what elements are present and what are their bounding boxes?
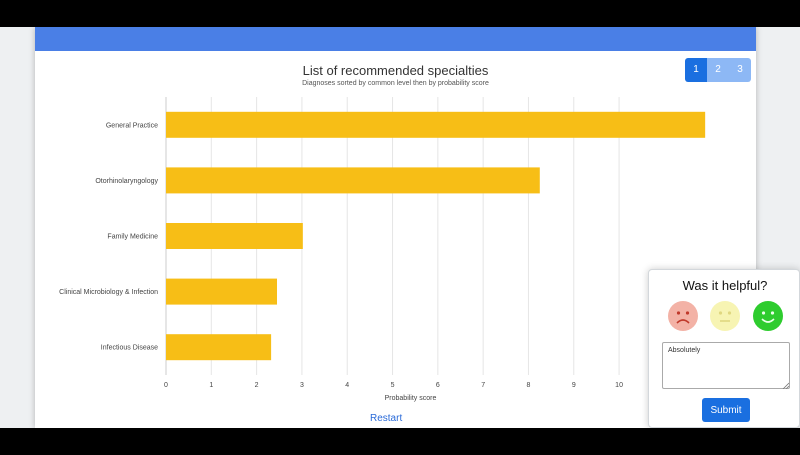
x-tick-label: 8 bbox=[527, 382, 531, 389]
submit-button[interactable]: Submit bbox=[702, 398, 750, 422]
category-label: Clinical Microbiology & Infection bbox=[59, 289, 158, 296]
x-tick-label: 6 bbox=[436, 382, 440, 389]
x-tick-label: 4 bbox=[345, 382, 349, 389]
x-tick-label: 0 bbox=[164, 382, 168, 389]
card-header-bar bbox=[35, 27, 756, 51]
feedback-title: Was it helpful? bbox=[682, 278, 768, 293]
restart-link[interactable]: Restart bbox=[370, 413, 403, 424]
category-label: Infectious Disease bbox=[101, 345, 158, 352]
x-tick-label: 2 bbox=[255, 382, 259, 389]
bar bbox=[166, 278, 278, 305]
chart-subtitle: Diagnoses sorted by common level then by… bbox=[302, 80, 489, 87]
top-letterbox bbox=[0, 0, 800, 27]
resize-grip-icon[interactable] bbox=[782, 382, 789, 389]
x-axis-label: Probability score bbox=[385, 395, 437, 402]
x-tick-label: 3 bbox=[300, 382, 304, 389]
results-card: List of recommended specialties Diagnose… bbox=[35, 27, 756, 428]
x-tick-label: 7 bbox=[481, 382, 485, 389]
bar bbox=[166, 111, 706, 138]
bar bbox=[166, 334, 272, 361]
x-tick-label: 9 bbox=[572, 382, 576, 389]
bottom-letterbox bbox=[0, 428, 800, 455]
specialties-bar-chart: 0 1 2 3 4 5 6 7 8 9 10 General Practice Otorhinolary… bbox=[59, 97, 706, 402]
page-button-2[interactable]: 2 bbox=[707, 58, 729, 82]
page-button-1[interactable]: 1 bbox=[685, 58, 707, 82]
x-tick-label: 1 bbox=[209, 382, 213, 389]
bar bbox=[166, 223, 303, 249]
category-label: General Practice bbox=[106, 122, 158, 129]
feedback-panel: Was it helpful? Submit bbox=[648, 269, 800, 428]
chart-title: List of recommended specialties bbox=[302, 63, 489, 78]
page-button-3[interactable]: 3 bbox=[729, 58, 751, 82]
feedback-textarea[interactable] bbox=[662, 342, 790, 389]
happy-face-icon[interactable] bbox=[753, 301, 783, 331]
app-stage: List of recommended specialties Diagnose… bbox=[0, 27, 800, 428]
category-label: Family Medicine bbox=[107, 234, 158, 241]
sad-face-icon[interactable] bbox=[668, 301, 698, 331]
x-tick-label: 5 bbox=[391, 382, 395, 389]
bar bbox=[166, 167, 540, 194]
x-tick-label: 10 bbox=[615, 382, 623, 389]
pagination: 1 2 3 bbox=[685, 58, 751, 82]
category-label: Otorhinolaryngology bbox=[95, 178, 158, 185]
neutral-face-icon[interactable] bbox=[710, 301, 740, 331]
